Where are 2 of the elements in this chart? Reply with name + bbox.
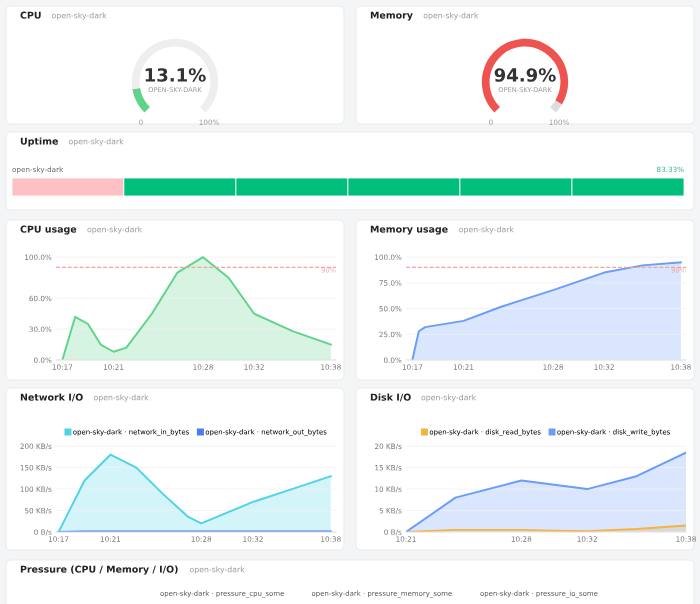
text: 94.9% [494, 68, 556, 82]
text: 13.1% [145, 68, 206, 82]
